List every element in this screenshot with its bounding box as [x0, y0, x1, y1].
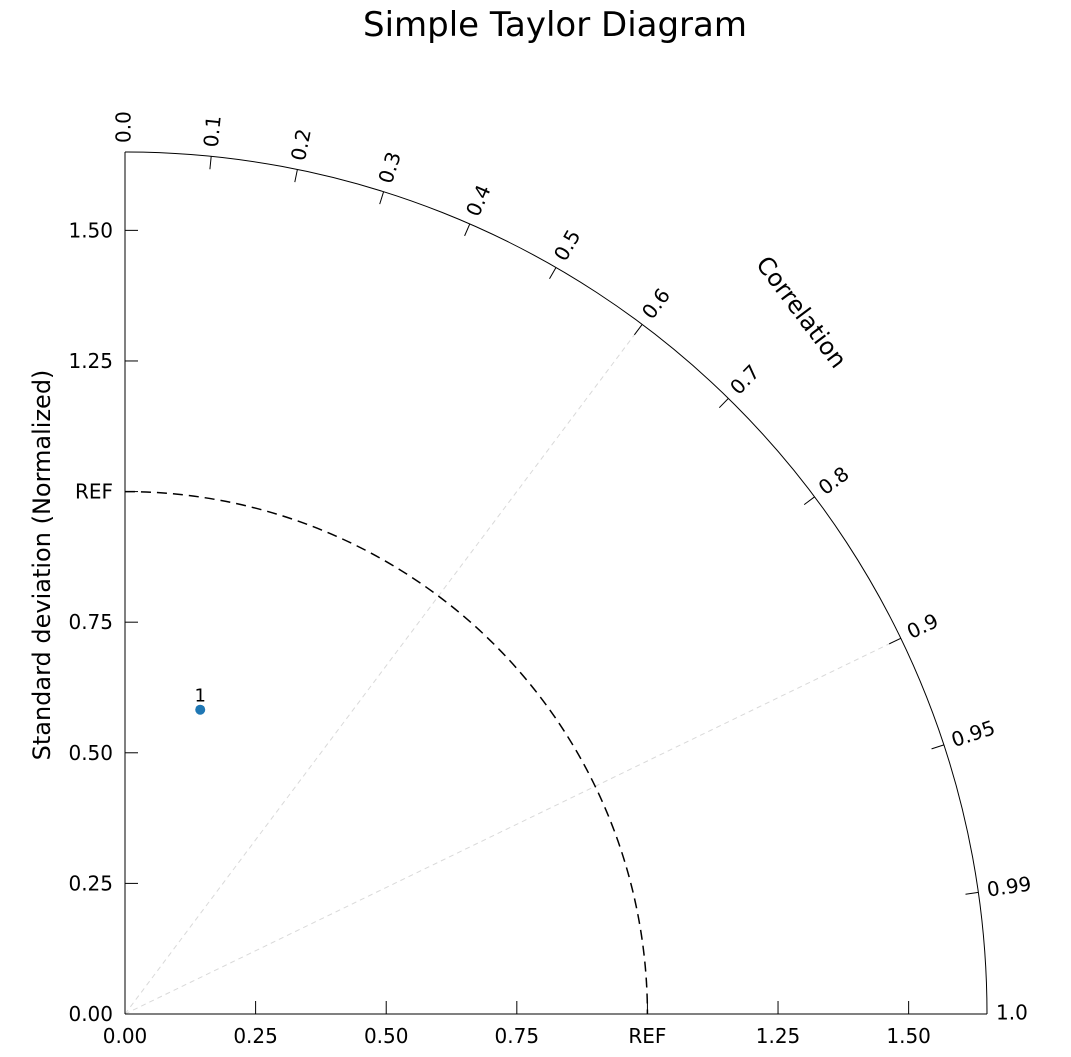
- correlation-tick-label-8: 0.8: [814, 462, 854, 500]
- correlation-tick-label-5: 0.5: [549, 225, 586, 265]
- reference-std-arc: [124, 490, 649, 1015]
- correlation-axis-ticks: 0.0 0.1 0.2 0.3 0.4 0.5 0.6 0.7 0.8 0.9 0.95 0.99 1.…: [112, 111, 1033, 1024]
- axes: [124, 151, 988, 1015]
- correlation-tick-label-6: 0.6: [637, 284, 675, 324]
- correlation-tick-label-4: 0.4: [461, 181, 496, 220]
- data-points: 1: [195, 686, 206, 715]
- x-tick-label-1: 0.25: [233, 1024, 278, 1048]
- chart-title: Simple Taylor Diagram: [363, 5, 747, 45]
- correlation-tick-label-3: 0.3: [373, 149, 405, 187]
- correlation-tick-mark-8: [803, 496, 815, 506]
- y-tick-label-0: 0.00: [68, 1002, 113, 1026]
- correlation-tick-label-10: 0.95: [948, 715, 998, 752]
- correlation-tick-label-9: 0.9: [903, 608, 942, 643]
- y-tick-label-5: 1.25: [68, 349, 113, 373]
- correlation-tick-label-2: 0.2: [286, 127, 316, 163]
- x-tick-label-5: 1.25: [756, 1024, 801, 1048]
- correlation-tick-label-11: 0.99: [985, 871, 1032, 901]
- correlation-tick-mark-7: [718, 398, 729, 409]
- correlation-tick-mark-10: [931, 744, 945, 750]
- correlation-tick-mark-3: [379, 191, 385, 205]
- correlation-tick-label-0: 0.0: [112, 111, 136, 143]
- reference-arc-group: [124, 490, 649, 1015]
- std-axis-label: Standard deviation (Normalized): [28, 370, 56, 761]
- y-tick-label-3: 0.75: [68, 610, 113, 634]
- correlation-tick-mark-6: [634, 324, 643, 336]
- correlation-tick-label-1: 0.1: [199, 114, 226, 148]
- y-tick-label-6: 1.50: [68, 218, 113, 242]
- correlation-tick-label-12: 1.0: [996, 1001, 1028, 1025]
- correlation-tick-mark-4: [464, 223, 471, 237]
- x-tick-label-0: 0.00: [103, 1024, 148, 1048]
- correlation-axis-label: Correlation: [750, 251, 852, 374]
- data-point-1: [195, 704, 206, 715]
- correlation-tick-mark-11: [965, 891, 979, 895]
- x-tick-label-4: REF: [628, 1024, 666, 1048]
- y-tick-label-4: REF: [75, 480, 113, 504]
- y-tick-label-1: 0.25: [68, 871, 113, 895]
- correlation-guide-line-0: [124, 324, 643, 1015]
- x-tick-label-2: 0.50: [364, 1024, 409, 1048]
- correlation-tick-mark-9: [888, 637, 902, 645]
- correlation-tick-mark-1: [209, 156, 212, 170]
- x-tick-label-3: 0.75: [495, 1024, 540, 1048]
- data-point-label-1: 1: [195, 686, 206, 707]
- correlation-guide-lines: [124, 324, 902, 1015]
- correlation-tick-mark-5: [549, 267, 557, 279]
- correlation-tick-mark-2: [294, 169, 298, 183]
- outer-correlation-arc: [124, 151, 988, 1015]
- x-tick-label-6: 1.50: [886, 1024, 931, 1048]
- correlation-tick-label-7: 0.7: [725, 360, 764, 400]
- correlation-guide-line-1: [124, 637, 902, 1015]
- std-axis-ticks: 0.000.00 0.25 0.25 0.50 0.50 0.75 0.75 REF REF 1.…: [68, 218, 930, 1048]
- y-tick-label-2: 0.50: [68, 741, 113, 765]
